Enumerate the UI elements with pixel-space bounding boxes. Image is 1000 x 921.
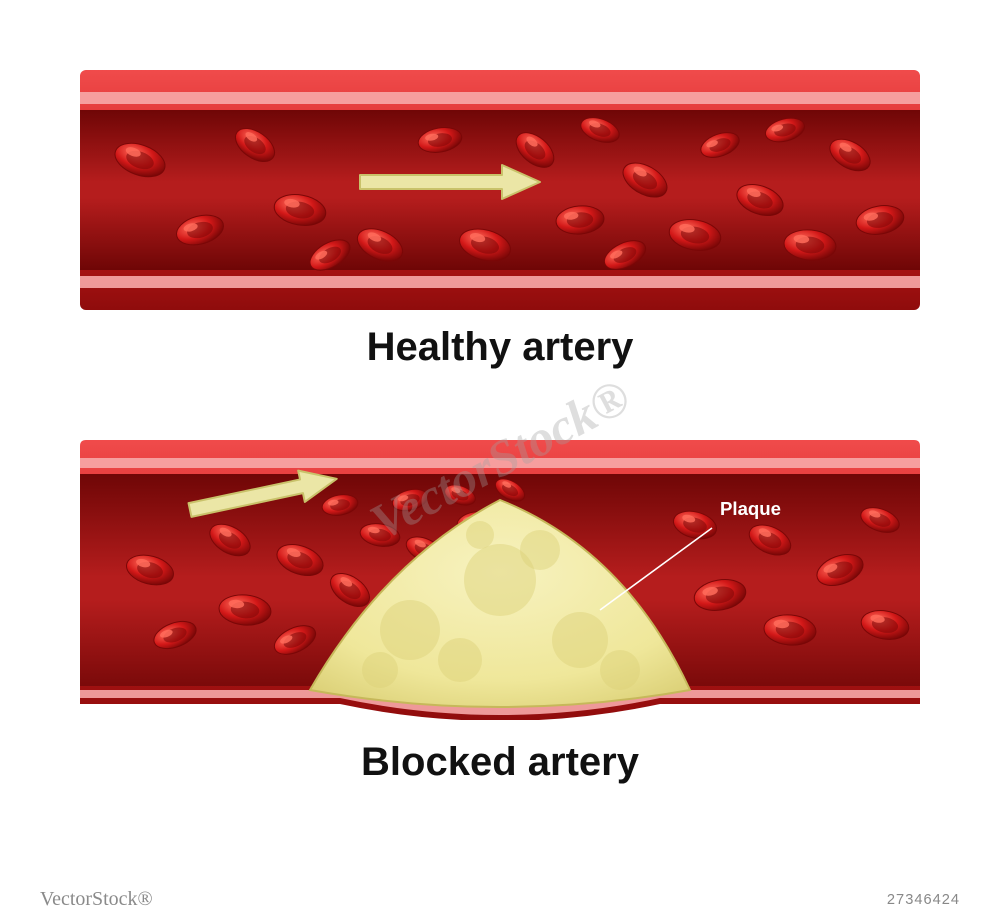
healthy-artery-panel	[80, 70, 920, 310]
watermark-footer: VectorStock®	[40, 888, 153, 911]
healthy-artery-caption: Healthy artery	[0, 325, 1000, 370]
healthy-artery-svg	[80, 70, 920, 310]
infographic-stage: Healthy artery Plaque Blocked artery Vec…	[0, 0, 1000, 921]
stock-id: 27346424	[887, 892, 960, 908]
blocked-artery-caption: Blocked artery	[0, 740, 1000, 785]
plaque-annotation: Plaque	[720, 498, 781, 519]
